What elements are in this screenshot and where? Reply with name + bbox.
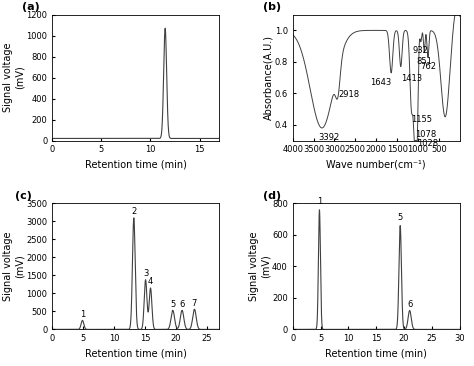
Text: 932: 932 — [413, 46, 429, 55]
Text: 7: 7 — [192, 299, 197, 308]
Text: 5: 5 — [398, 213, 403, 221]
Text: 762: 762 — [420, 62, 436, 71]
X-axis label: Wave number(cm⁻¹): Wave number(cm⁻¹) — [327, 160, 426, 170]
Text: 6: 6 — [179, 300, 185, 309]
Text: 2: 2 — [131, 207, 137, 216]
Text: 5: 5 — [170, 300, 175, 309]
Text: 3: 3 — [143, 269, 148, 278]
X-axis label: Retention time (min): Retention time (min) — [325, 349, 427, 359]
Y-axis label: Signal voltage
(mV): Signal voltage (mV) — [249, 232, 271, 301]
Y-axis label: Absorbance(A.U.): Absorbance(A.U.) — [263, 35, 273, 120]
Text: (c): (c) — [15, 191, 32, 201]
Text: (b): (b) — [263, 2, 281, 12]
Text: 1643: 1643 — [370, 78, 391, 87]
Text: 1: 1 — [80, 310, 85, 319]
Y-axis label: Signal voltage
(mV): Signal voltage (mV) — [3, 43, 25, 112]
Y-axis label: Signal voltage
(mV): Signal voltage (mV) — [3, 232, 25, 301]
Text: 1: 1 — [317, 197, 322, 206]
X-axis label: Retention time (min): Retention time (min) — [85, 349, 187, 359]
X-axis label: Retention time (min): Retention time (min) — [85, 160, 187, 170]
Text: (a): (a) — [22, 2, 40, 12]
Text: 4: 4 — [148, 277, 153, 286]
Text: 1155: 1155 — [411, 115, 433, 124]
Text: (d): (d) — [263, 191, 281, 201]
Text: 1413: 1413 — [401, 74, 422, 83]
Text: 3392: 3392 — [318, 133, 339, 142]
Text: 1078: 1078 — [415, 130, 436, 138]
Text: 6: 6 — [407, 300, 412, 309]
Text: 851: 851 — [416, 57, 432, 66]
Text: 2918: 2918 — [338, 90, 359, 99]
Text: 1028: 1028 — [417, 139, 438, 148]
